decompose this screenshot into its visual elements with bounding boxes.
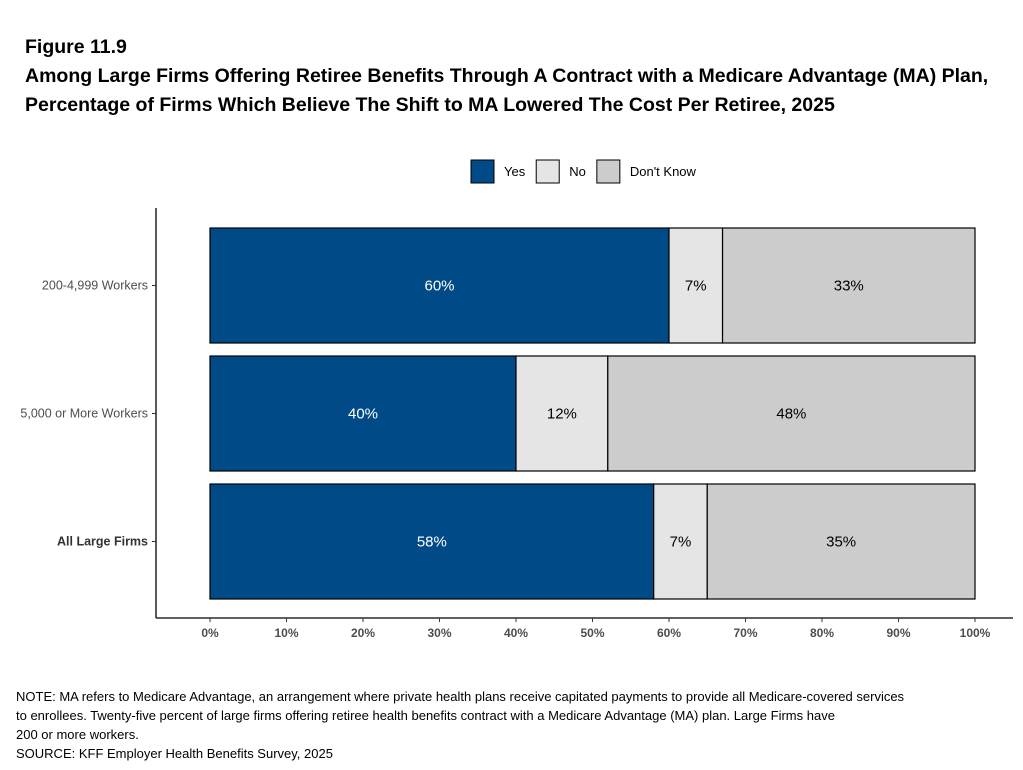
data-label: 33% — [834, 278, 864, 295]
x-tick-label: 10% — [274, 626, 298, 640]
data-label: 60% — [424, 278, 454, 295]
bar-segment — [209, 483, 655, 600]
x-tick-label: 60% — [657, 626, 681, 640]
category-label: 5,000 or More Workers — [20, 407, 148, 421]
x-tick-label: 90% — [886, 626, 910, 640]
x-tick-label: 0% — [201, 626, 219, 640]
data-label: 40% — [348, 406, 378, 423]
legend-label: Yes — [504, 164, 526, 179]
x-tick-label: 20% — [351, 626, 375, 640]
data-label: 58% — [417, 534, 447, 551]
legend-swatch — [535, 159, 560, 184]
data-label: 35% — [826, 534, 856, 551]
figure-label: Figure 11.9 — [25, 36, 127, 58]
note-line: NOTE: MA refers to Medicare Advantage, a… — [16, 689, 905, 704]
bar-segment — [668, 227, 724, 344]
legend-swatch — [596, 159, 621, 184]
data-label: 48% — [776, 406, 806, 423]
note-line: to enrollees. Twenty-five percent of lar… — [16, 708, 835, 723]
bar-segment — [706, 483, 976, 600]
note-line: 200 or more workers. — [16, 727, 139, 742]
figure-title: Among Large Firms Offering Retiree Benef… — [25, 65, 989, 116]
notes: NOTE: MA refers to Medicare Advantage, a… — [16, 687, 1016, 763]
category-label: 200-4,999 Workers — [42, 279, 148, 293]
legend-swatch — [470, 159, 495, 184]
data-label: 7% — [670, 534, 692, 551]
chart-title: Figure 11.9 Among Large Firms Offering R… — [25, 33, 1005, 120]
category-label: All Large Firms — [57, 535, 148, 549]
data-label: 7% — [685, 278, 707, 295]
bar-segment — [721, 227, 976, 344]
bar-segment — [209, 227, 670, 344]
x-tick-label: 100% — [960, 626, 991, 640]
legend-label: Don't Know — [630, 164, 697, 179]
data-label: 12% — [547, 406, 577, 423]
bar-segment — [607, 355, 976, 472]
x-tick-label: 40% — [504, 626, 528, 640]
x-tick-label: 70% — [733, 626, 757, 640]
source-line: SOURCE: KFF Employer Health Benefits Sur… — [16, 746, 333, 761]
x-tick-label: 50% — [580, 626, 604, 640]
legend-label: No — [569, 164, 586, 179]
bar-segment — [653, 483, 708, 600]
x-tick-label: 80% — [810, 626, 834, 640]
x-tick-label: 30% — [427, 626, 451, 640]
